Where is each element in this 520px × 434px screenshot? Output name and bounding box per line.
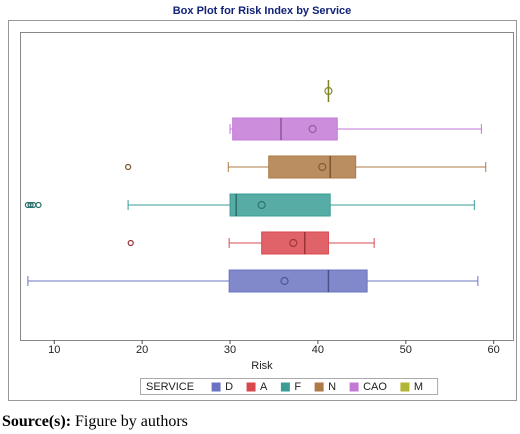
mean bbox=[324, 86, 333, 96]
legend-swatch bbox=[400, 382, 410, 392]
chart-title: Box Plot for Risk Index by Service bbox=[173, 5, 352, 17]
mean bbox=[280, 276, 289, 286]
outlier bbox=[127, 239, 134, 247]
x-tick-label: 30 bbox=[224, 344, 236, 356]
outlier bbox=[35, 201, 42, 209]
legend-swatch bbox=[314, 382, 324, 392]
legend-label: CAO bbox=[363, 381, 387, 393]
box bbox=[232, 117, 338, 141]
legend-title: SERVICE bbox=[146, 381, 194, 393]
plot-area bbox=[20, 32, 514, 341]
mean bbox=[308, 124, 317, 134]
mean bbox=[289, 238, 298, 248]
legend-label: A bbox=[260, 381, 268, 393]
x-tick-label: 50 bbox=[400, 344, 412, 356]
mean bbox=[257, 200, 266, 210]
caption: Source(s): Figure by authors bbox=[2, 413, 188, 430]
box bbox=[229, 193, 331, 217]
box bbox=[228, 269, 368, 293]
x-tick-label: 10 bbox=[48, 344, 60, 356]
x-tick-label: 20 bbox=[136, 344, 148, 356]
legend-swatch bbox=[246, 382, 256, 392]
legend-swatch bbox=[349, 382, 359, 392]
x-tick-label: 60 bbox=[488, 344, 500, 356]
mean bbox=[318, 162, 327, 172]
x-tick-label: 40 bbox=[312, 344, 324, 356]
x-axis-label: Risk bbox=[251, 360, 273, 372]
box bbox=[268, 155, 357, 179]
outlier bbox=[27, 201, 34, 209]
legend-label: D bbox=[225, 381, 233, 393]
legend-swatch bbox=[280, 382, 290, 392]
legend-label: N bbox=[328, 381, 336, 393]
caption-label: Source(s): bbox=[2, 413, 71, 430]
legend-label: M bbox=[414, 381, 423, 393]
caption-text: Figure by authors bbox=[75, 413, 188, 430]
legend-label: F bbox=[294, 381, 301, 393]
legend-swatch bbox=[211, 382, 221, 392]
outlier bbox=[124, 163, 132, 171]
box bbox=[261, 231, 329, 255]
legend-frame bbox=[140, 378, 439, 395]
